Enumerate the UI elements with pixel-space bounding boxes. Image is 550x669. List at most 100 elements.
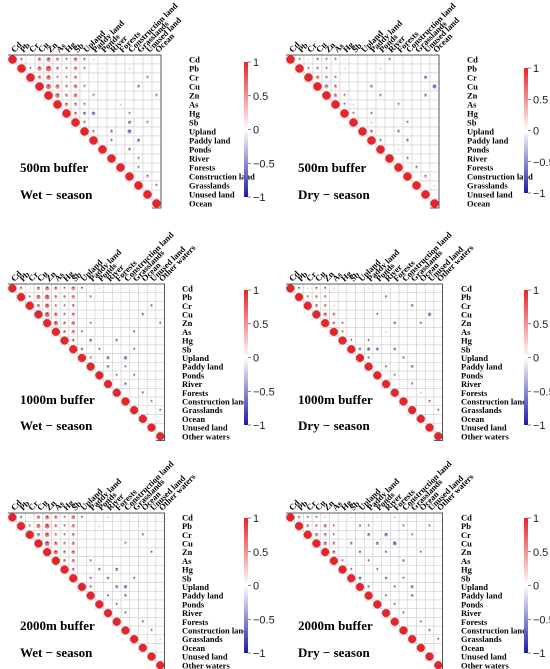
matrix-cell (151, 189, 162, 200)
matrix-cell (115, 54, 126, 65)
correlation-circle (92, 76, 95, 79)
matrix-cell (411, 72, 422, 83)
significance-star: * (63, 524, 66, 530)
diagonal-circle (44, 91, 53, 100)
correlation-circle (393, 603, 396, 606)
correlation-circle (325, 67, 328, 70)
diagonal-circle (416, 414, 426, 424)
diagonal-circle (77, 353, 87, 363)
matrix-cell (398, 538, 409, 549)
significance-star: * (116, 602, 119, 608)
diagonal-circle (338, 336, 347, 345)
diagonal-circle (25, 301, 34, 310)
matrix-cell (433, 608, 443, 618)
matrix-cell (420, 54, 431, 65)
matrix-cell (146, 327, 157, 337)
significance-star: * (63, 558, 66, 564)
diagonal-circle (364, 591, 373, 600)
matrix-cell (407, 344, 417, 354)
matrix-cell (151, 108, 162, 119)
significance-star: * (379, 93, 382, 99)
diagonal-circle (51, 327, 61, 337)
matrix-cell (372, 530, 382, 540)
significance-star: * (334, 75, 337, 81)
significance-star: * (63, 286, 66, 292)
significance-star: * (74, 93, 77, 99)
significance-star: * (333, 550, 336, 556)
matrix-cell (155, 388, 165, 398)
matrix-cell (146, 564, 157, 575)
matrix-cell (138, 547, 148, 557)
matrix-cell (120, 309, 131, 320)
matrix-cell (420, 63, 431, 74)
correlation-circle (28, 295, 31, 299)
row-label-upland: Upland (467, 127, 494, 137)
correlation-circle (332, 287, 335, 290)
significance-star: * (437, 637, 440, 643)
matrix-cell (151, 63, 162, 74)
matrix-cell (155, 353, 165, 363)
matrix-cell (420, 162, 431, 173)
diagonal-circle (26, 73, 35, 82)
matrix-cell (433, 643, 443, 653)
colorbar-tick-label: −1 (253, 648, 266, 660)
correlation-circle (379, 94, 382, 97)
significance-star: * (424, 75, 427, 81)
matrix-cell (381, 344, 391, 354)
matrix-cell (433, 599, 443, 609)
diagonal-circle (381, 608, 391, 618)
correlation-circle (54, 515, 58, 520)
matrix-cell (407, 388, 417, 398)
colorbar-tick-label: −0.5 (253, 158, 275, 170)
correlation-circle (424, 175, 427, 178)
matrix-cell (429, 135, 440, 146)
correlation-circle (358, 576, 362, 580)
significance-star: * (46, 541, 49, 547)
matrix-cell (433, 512, 443, 522)
diagonal-circle (80, 127, 89, 136)
matrix-cell (407, 309, 417, 320)
correlation-circle (369, 129, 374, 134)
correlation-circle (64, 93, 69, 98)
diagonal-circle (303, 530, 312, 539)
matrix-cell (433, 625, 443, 636)
diagonal-circle (17, 64, 26, 73)
matrix-cell (115, 108, 126, 119)
correlation-circle (332, 533, 336, 536)
matrix-cell (86, 512, 96, 522)
significance-star: * (411, 364, 414, 370)
significance-star: * (74, 57, 77, 63)
correlation-circle (402, 577, 405, 580)
matrix-cell (79, 72, 90, 83)
significance-star: * (55, 524, 58, 530)
diagonal-circle (425, 652, 434, 661)
matrix-cell (393, 54, 404, 65)
matrix-cell (416, 608, 426, 618)
matrix-cell (146, 414, 157, 424)
significance-star: * (72, 515, 75, 521)
significance-star: * (325, 75, 328, 81)
row-label-grasslands: Grasslands (189, 181, 230, 191)
correlation-circle (44, 532, 50, 538)
matrix-cell (151, 81, 162, 92)
significance-star: * (65, 84, 68, 90)
diagonal-circle (331, 100, 340, 109)
significance-star: * (159, 321, 162, 327)
significance-star: * (333, 524, 336, 530)
panel-subtitle-500m-wet: Wet − season (20, 187, 93, 202)
matrix-cell (357, 108, 368, 119)
diagonal-circle (95, 600, 104, 609)
correlation-circle (323, 541, 328, 546)
colorbar-tick-label: −1 (533, 648, 546, 660)
correlation-circle (44, 311, 50, 317)
significance-star: * (155, 183, 158, 189)
matrix-cell (433, 335, 443, 346)
significance-star: * (46, 524, 49, 530)
row-label-unused-land: Unused land (461, 423, 507, 433)
correlation-circle (65, 76, 68, 79)
matrix-cell (348, 54, 359, 65)
significance-star: * (155, 93, 158, 99)
matrix-cell (433, 547, 443, 557)
correlation-circle (150, 304, 153, 307)
matrix-cell (381, 582, 391, 592)
